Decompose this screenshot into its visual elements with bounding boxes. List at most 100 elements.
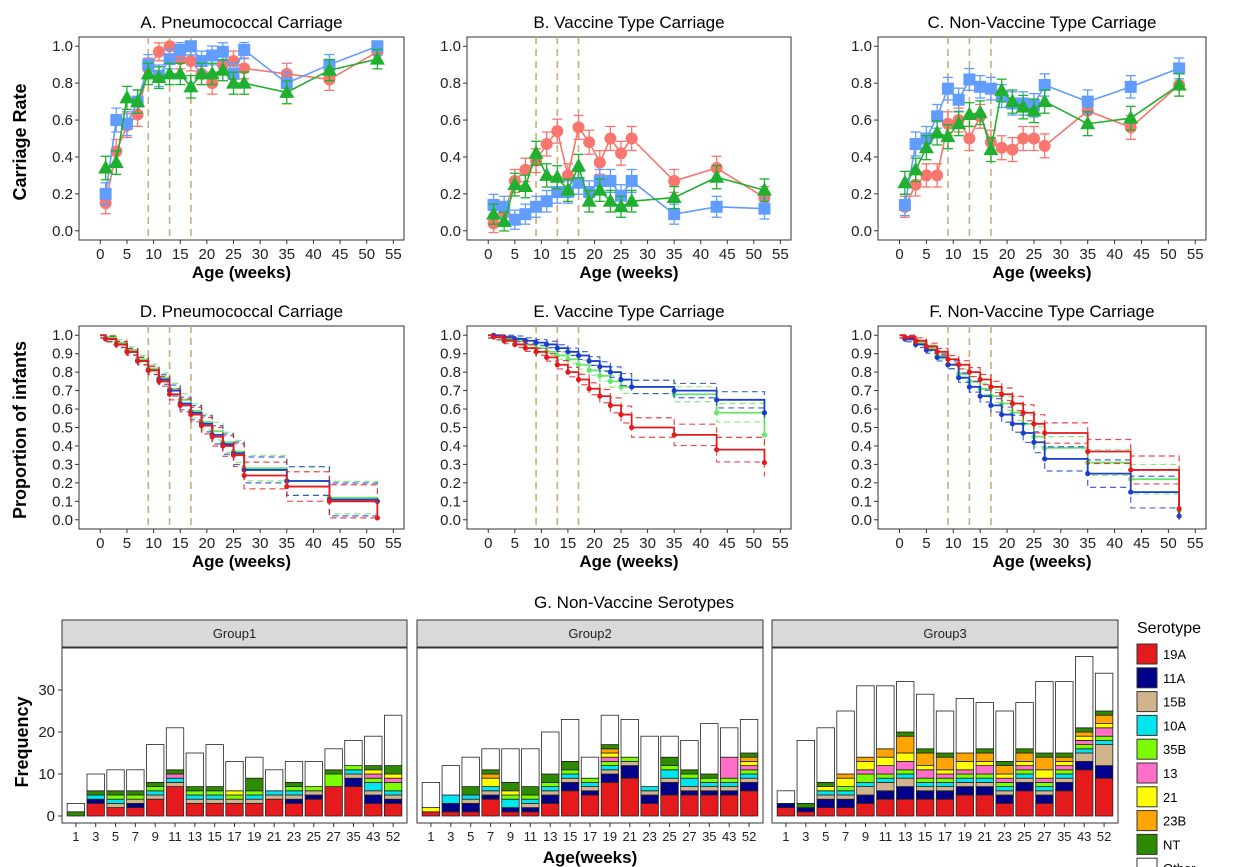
panel-g-group1-bar-segment-other bbox=[185, 752, 204, 787]
panel-g-group1-bar-segment-nt bbox=[324, 769, 343, 775]
panel-g-group1-bar-segment-10a bbox=[284, 790, 304, 796]
panel-d-event-point-red bbox=[177, 402, 183, 408]
panel-g-group2-bar-segment-nt bbox=[600, 744, 620, 750]
panel-g-group2-x-tick-label: 21 bbox=[623, 829, 637, 844]
panel-g-group3-bar-segment-15b bbox=[896, 777, 915, 788]
panel-g-group3-bar-segment-35b bbox=[955, 773, 975, 779]
panel-g-group3-bar-segment-other bbox=[955, 698, 975, 754]
panel-c-y-tick-label: 1.0 bbox=[851, 38, 872, 55]
panel-g-group1-bar-segment-35b bbox=[106, 794, 125, 800]
panel-g-group1-bar-segment-nt bbox=[146, 782, 165, 788]
panel-f-event-point-blue bbox=[956, 375, 962, 381]
panel-g-group1-bar-segment-other bbox=[106, 769, 125, 792]
panel-g-group1-x-tick-label: 43 bbox=[366, 829, 380, 844]
panel-g-group2-bar-segment-19a bbox=[560, 790, 580, 817]
panel-g-group3-bar-segment-11a bbox=[1035, 794, 1054, 804]
panel-e-event-point-red bbox=[501, 338, 507, 344]
panel-a-point-blue bbox=[206, 49, 219, 62]
panel-g-group1-x-tick-label: 52 bbox=[386, 829, 400, 844]
panel-g-group2-bar-segment-19a bbox=[421, 811, 441, 817]
panel-e-event-point-blue bbox=[554, 345, 560, 351]
panel-g-group2-bar-segment-19a bbox=[640, 803, 659, 817]
panel-g-group3-bar-segment-19a bbox=[955, 794, 975, 817]
panel-g-group1-bar-segment-other bbox=[66, 803, 86, 813]
panel-e-event-point-blue bbox=[671, 387, 677, 394]
panel-g-group3-bar-segment-23b bbox=[1035, 756, 1054, 771]
panel-d-x-tick-label: 35 bbox=[278, 535, 295, 552]
panel-g-group3-bar-segment-35b bbox=[896, 769, 915, 775]
panel-g-group3-bar-segment-15b bbox=[1094, 744, 1114, 766]
panel-g-group3-bar-segment-13 bbox=[975, 765, 994, 775]
panel-g-group3-bar-segment-10a bbox=[1055, 773, 1074, 779]
panel-e-y-tick-label: 0.3 bbox=[440, 456, 461, 473]
panel-b-y-tick-label: 1.0 bbox=[440, 38, 461, 55]
panel-g-group1-bar-segment-nt bbox=[205, 786, 224, 792]
panel-g-group3-bar-segment-15b bbox=[816, 794, 835, 800]
panel-g-group2-strip-label: Group2 bbox=[568, 626, 611, 641]
panel-d-event-point-red bbox=[209, 434, 215, 440]
panel-a-point-blue bbox=[216, 45, 229, 58]
panel-e-event-point-blue bbox=[586, 358, 592, 364]
panel-b-x-tick-label: 20 bbox=[586, 246, 603, 263]
panel-f-title: F. Non-Vaccine Type Carriage bbox=[929, 302, 1154, 321]
panel-g-group1-bar-segment-15b bbox=[304, 790, 323, 796]
panel-g-group2-bar-segment-15b bbox=[580, 786, 600, 792]
panel-g-group2-bar-segment-15b bbox=[481, 790, 500, 796]
panel-b-point-green bbox=[581, 193, 597, 207]
panel-f-y-tick-label: 0.0 bbox=[851, 512, 872, 529]
panel-b-x-tick-label: 40 bbox=[692, 246, 709, 263]
panel-g-group1-strip-label: Group1 bbox=[213, 626, 256, 641]
panel-f-x-tick-label: 5 bbox=[922, 535, 930, 552]
panel-g-group2-bar-segment-19a bbox=[541, 803, 560, 817]
panel-f-event-point-blue bbox=[966, 384, 973, 390]
panel-b-x-tick-label: 5 bbox=[511, 246, 519, 263]
panel-a-x-tick-label: 30 bbox=[252, 246, 269, 263]
panel-a-point-green bbox=[108, 154, 124, 168]
panel-f-event-point-blue bbox=[999, 411, 1005, 418]
legend-swatch-35b bbox=[1136, 738, 1158, 760]
panel-g-group2-bar-segment-21 bbox=[501, 790, 520, 796]
panel-g-group2-bar-segment-other bbox=[521, 748, 540, 787]
panel-g-group3-x-tick-label: 15 bbox=[918, 829, 932, 844]
panel-g-group3-bar-segment-other bbox=[1055, 681, 1074, 754]
panel-a-point-red bbox=[238, 62, 251, 75]
panel-e-event-point-blue bbox=[522, 338, 529, 344]
panel-f-ci-upper-red bbox=[899, 334, 1180, 491]
panel-g-group3-bar-segment-other bbox=[975, 702, 994, 750]
panel-d-x-tick-label: 50 bbox=[358, 535, 375, 552]
panel-e-x-tick-label: 55 bbox=[772, 535, 789, 552]
panel-g-group1-bar-segment-other bbox=[265, 769, 284, 792]
panel-f-event-point-blue bbox=[1176, 513, 1182, 519]
panel-g-group3-strip bbox=[771, 619, 1119, 648]
panel-g-group3-bar-segment-10a bbox=[935, 782, 955, 788]
panel-b-x-axis-title: Age (weeks) bbox=[579, 263, 678, 282]
panel-g-group2-x-tick-label: 5 bbox=[467, 829, 474, 844]
panel-c-point-red bbox=[995, 141, 1008, 154]
panel-g-group1-x-tick-label: 13 bbox=[188, 829, 202, 844]
panel-g-group3-bar-segment-13 bbox=[1094, 727, 1114, 737]
panel-e-y-tick-label: 0.4 bbox=[440, 438, 461, 455]
panel-c-point-red bbox=[941, 117, 954, 130]
panel-g-group3-bar-segment-15b bbox=[975, 782, 994, 788]
panel-g-group3-bar-segment-19a bbox=[776, 807, 796, 817]
panel-g-group1-bar-segment-10a bbox=[383, 790, 403, 796]
panel-g-group3-bar-segment-15b bbox=[1075, 752, 1094, 762]
panel-g-group3-bar-segment-10a bbox=[816, 790, 835, 796]
panel-a-point-green bbox=[215, 62, 231, 76]
panel-a-point-green bbox=[98, 160, 114, 174]
panel-g-group3-bar-segment-11a bbox=[1015, 782, 1034, 792]
panel-g-group1-bar-segment-nt bbox=[126, 790, 145, 796]
panel-f-event-point-red bbox=[934, 349, 940, 355]
panel-a-point-red bbox=[152, 45, 165, 58]
panel-g-group1-bar-segment-35b bbox=[126, 794, 145, 800]
panel-g-group2-x-tick-label: 17 bbox=[583, 829, 597, 844]
panel-g-group3-bar-segment-21 bbox=[836, 777, 855, 788]
panel-g-group2-x-tick-label: 3 bbox=[447, 829, 454, 844]
panel-d-event-point-red bbox=[326, 498, 333, 504]
panel-b-point-blue bbox=[540, 195, 553, 208]
panel-g-group3-bar-segment-35b bbox=[995, 782, 1014, 788]
panel-c-x-tick-label: 55 bbox=[1187, 246, 1204, 263]
panel-e-ci-lower-blue bbox=[488, 337, 766, 423]
panel-g-group3-x-tick-label: 3 bbox=[802, 829, 809, 844]
panel-b-point-red bbox=[593, 156, 606, 169]
